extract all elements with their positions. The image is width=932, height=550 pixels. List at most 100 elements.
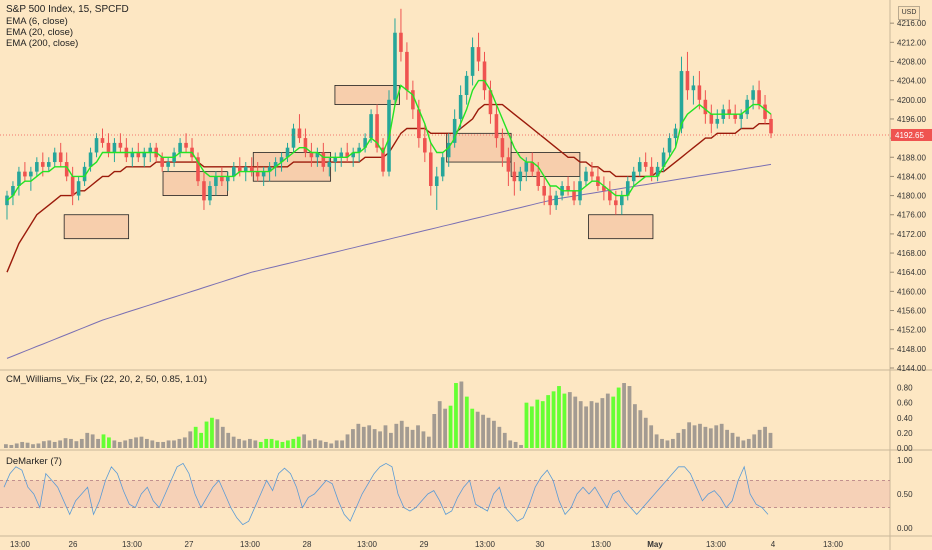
candle-body — [279, 157, 284, 163]
vix-fix-histogram: 0.80 0.60 0.40 0.20 0.00 — [4, 381, 913, 453]
vix-bar — [378, 431, 382, 448]
vix-bar — [345, 434, 350, 448]
vix-bar — [182, 437, 187, 448]
vix-bar — [231, 436, 236, 448]
ema6-legend[interactable]: EMA (6, close) — [6, 16, 68, 27]
vix-bar — [714, 425, 719, 448]
vix-bar — [215, 419, 220, 448]
vix-fix-legend[interactable]: CM_Williams_Vix_Fix (22, 20, 2, 50, 0.85… — [6, 374, 207, 385]
price-tick-label: 4208.00 — [897, 57, 926, 66]
candle-body — [202, 181, 206, 201]
demarker-tick-label: 0.50 — [897, 490, 913, 499]
candle-body — [303, 138, 308, 153]
candle-body — [297, 128, 302, 139]
vix-bar — [193, 426, 198, 448]
candle-body — [309, 152, 314, 158]
vix-bar — [58, 440, 63, 448]
vix-bar — [334, 440, 339, 448]
vix-bar — [481, 414, 485, 448]
candle-body — [112, 142, 117, 153]
vix-bar — [117, 441, 122, 448]
vix-bar — [670, 438, 675, 448]
candle-body — [703, 99, 708, 115]
candle-body — [249, 166, 254, 172]
vix-bar — [166, 440, 171, 448]
time-tick-label: 26 — [69, 540, 78, 549]
ema20-legend[interactable]: EMA (20, close) — [6, 27, 74, 38]
candle-body — [667, 138, 672, 153]
vix-bar — [730, 432, 735, 448]
vix-bar — [31, 444, 35, 448]
candle-body — [345, 152, 350, 158]
candle-body — [417, 109, 421, 139]
candle-body — [542, 186, 546, 196]
vix-bar — [725, 429, 729, 448]
last-price-tag — [891, 128, 932, 141]
vix-bar — [746, 438, 751, 448]
candle-body — [88, 152, 93, 167]
candle-body — [733, 114, 737, 119]
vix-bar — [573, 396, 578, 448]
vix-bar — [768, 432, 773, 448]
zone-box — [446, 132, 512, 163]
candle-body — [160, 157, 164, 167]
vix-bar — [85, 432, 90, 448]
vix-bar — [134, 437, 138, 448]
candle-body — [339, 152, 344, 158]
vix-bar — [128, 438, 133, 448]
vix-bar — [676, 432, 681, 448]
symbol-title[interactable]: S&P 500 Index, 15, SPCFD — [6, 4, 129, 15]
candle-body — [625, 181, 630, 196]
price-tick-label: 4172.00 — [897, 230, 926, 239]
vix-bar — [557, 386, 561, 448]
candle-body — [727, 109, 732, 115]
candle-body — [428, 152, 433, 186]
price-tick-label: 4144.00 — [897, 364, 926, 373]
vix-bar — [313, 438, 317, 448]
vix-bar — [763, 426, 767, 448]
vix-bar — [307, 440, 312, 448]
time-tick-label: 27 — [185, 540, 194, 549]
candle-body — [58, 152, 63, 163]
candle-body — [739, 114, 743, 119]
demarker-legend[interactable]: DeMarker (7) — [6, 456, 62, 467]
candle-body — [243, 166, 248, 172]
vix-bar — [275, 440, 279, 448]
vix-bar — [144, 438, 149, 448]
vix-bar — [204, 421, 209, 448]
vix-bar — [519, 444, 523, 448]
time-tick-label: 28 — [303, 540, 312, 549]
candle-body — [261, 171, 266, 177]
vix-bar — [302, 434, 307, 448]
candle-body — [488, 90, 493, 115]
vix-bar — [248, 438, 252, 448]
demarker-band — [0, 480, 890, 508]
candle-body — [494, 114, 499, 139]
candle-body — [321, 152, 326, 167]
candle-body — [76, 181, 81, 196]
currency-badge[interactable]: USD — [898, 6, 920, 20]
candle-body — [751, 90, 755, 100]
demarker-tick-label: 0.00 — [897, 524, 913, 533]
candle-body — [554, 195, 558, 206]
vix-bar — [437, 401, 442, 448]
candle-body — [584, 171, 588, 182]
vix-bar — [69, 438, 73, 448]
vix-bar — [410, 429, 415, 448]
candle-body — [148, 147, 153, 153]
candle-body — [661, 152, 666, 167]
vix-bar — [79, 438, 84, 448]
zone-box — [162, 171, 228, 196]
candle-body — [106, 142, 111, 153]
price-tick-label: 4156.00 — [897, 307, 926, 316]
ema200-legend[interactable]: EMA (200, close) — [6, 38, 79, 49]
vix-bar — [96, 438, 100, 448]
vix-bar — [633, 404, 637, 448]
vix-bar — [264, 438, 269, 448]
candle-body — [769, 118, 773, 134]
candle-body — [220, 176, 224, 182]
zone-box — [334, 85, 400, 105]
candle-body — [178, 142, 182, 153]
price-tick-label: 4176.00 — [897, 211, 926, 220]
